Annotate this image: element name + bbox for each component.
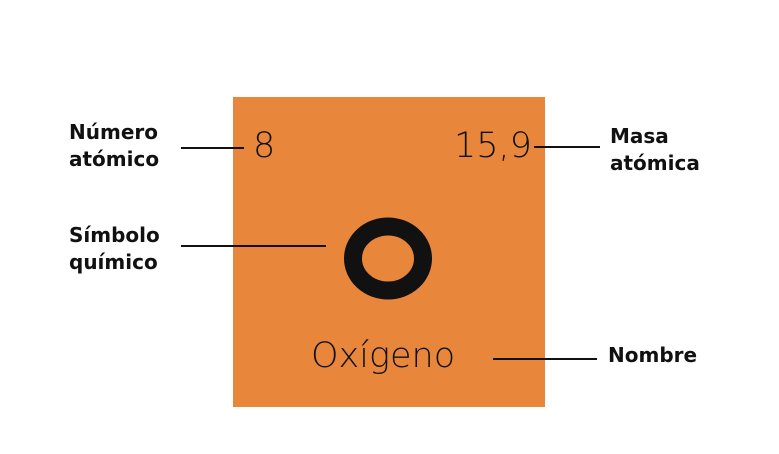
element-name-value: Oxígeno	[311, 336, 456, 376]
atomic-number-value: 8	[253, 126, 276, 166]
atomic-mass-label-line-1: Masa	[610, 124, 669, 148]
atomic-mass-connector	[534, 146, 600, 148]
element-name-connector	[493, 358, 597, 360]
element-name-label: Nombre	[608, 342, 697, 369]
atomic-mass-label: Masa atómica	[610, 123, 700, 177]
chemical-symbol: O	[344, 217, 432, 300]
atomic-mass-value: 15,9	[454, 126, 532, 166]
atomic-number-label-line-2: atómico	[69, 147, 160, 171]
atomic-mass-label-line-2: atómica	[610, 151, 700, 175]
element-name-label-text: Nombre	[608, 343, 698, 367]
chemical-symbol-label-line-1: Símbolo	[69, 223, 160, 247]
chemical-symbol-label-line-2: químico	[69, 250, 158, 274]
chemical-symbol-label: Símbolo químico	[69, 222, 160, 276]
atomic-number-label: Número atómico	[69, 119, 159, 173]
chemical-symbol-connector	[181, 245, 326, 247]
element-tile	[233, 97, 545, 407]
atomic-number-label-line-1: Número	[69, 120, 158, 144]
atomic-number-connector	[181, 147, 244, 149]
